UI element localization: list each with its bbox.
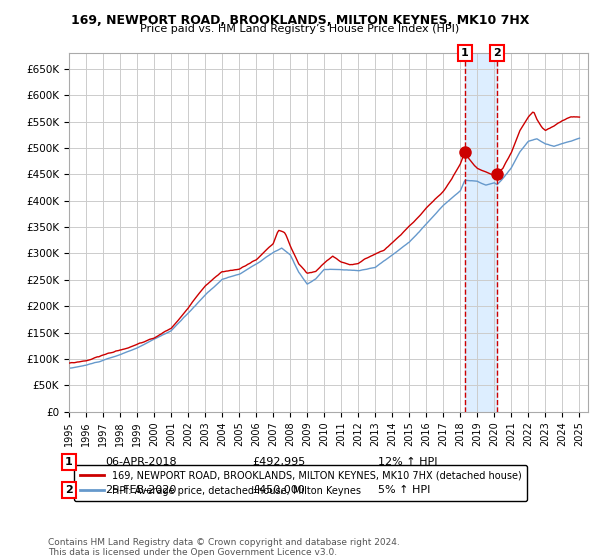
Text: Contains HM Land Registry data © Crown copyright and database right 2024.
This d: Contains HM Land Registry data © Crown c… (48, 538, 400, 557)
Bar (465, 53, 497, 412)
Text: £450,000: £450,000 (252, 485, 305, 495)
Text: 5% ↑ HPI: 5% ↑ HPI (378, 485, 430, 495)
Text: £492,995: £492,995 (252, 457, 305, 467)
Text: 2: 2 (65, 485, 73, 495)
Text: 1: 1 (461, 48, 469, 58)
Text: 06-APR-2018: 06-APR-2018 (105, 457, 176, 467)
Text: 12% ↑ HPI: 12% ↑ HPI (378, 457, 437, 467)
Legend: 169, NEWPORT ROAD, BROOKLANDS, MILTON KEYNES, MK10 7HX (detached house), HPI: Av: 169, NEWPORT ROAD, BROOKLANDS, MILTON KE… (74, 465, 527, 501)
Text: 1: 1 (65, 457, 73, 467)
Text: 25-FEB-2020: 25-FEB-2020 (105, 485, 176, 495)
Text: 2: 2 (493, 48, 501, 58)
Text: Price paid vs. HM Land Registry’s House Price Index (HPI): Price paid vs. HM Land Registry’s House … (140, 24, 460, 34)
Text: 169, NEWPORT ROAD, BROOKLANDS, MILTON KEYNES, MK10 7HX: 169, NEWPORT ROAD, BROOKLANDS, MILTON KE… (71, 14, 529, 27)
